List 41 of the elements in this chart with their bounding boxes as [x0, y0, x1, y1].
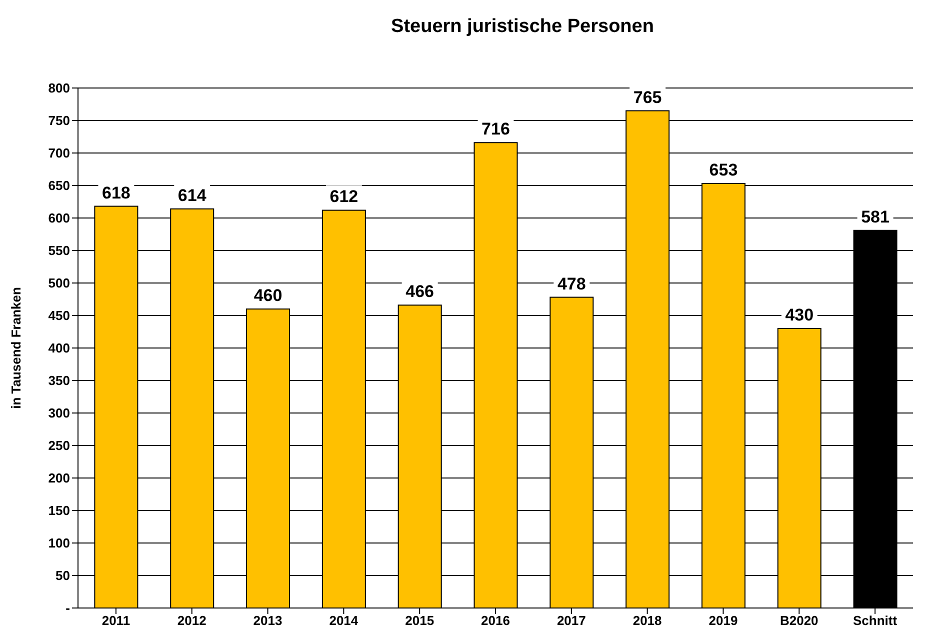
data-label: 765 — [633, 88, 662, 107]
y-tick-label: 450 — [48, 308, 70, 324]
y-tick-label: 650 — [48, 178, 70, 194]
y-axis-title: in Tausend Franken — [8, 287, 24, 409]
y-tick-label: 50 — [56, 568, 70, 584]
data-label: 618 — [102, 183, 130, 202]
x-tick-label: B2020 — [780, 613, 818, 628]
x-tick-label: 2011 — [102, 613, 130, 628]
x-tick-label: 2015 — [405, 613, 434, 628]
data-label: 581 — [861, 207, 890, 226]
data-label: 466 — [406, 282, 434, 302]
y-tick-label: 800 — [48, 80, 70, 96]
y-tick-label: 750 — [48, 113, 70, 128]
y-tick-label: 500 — [48, 276, 70, 291]
y-tick-label: 100 — [48, 536, 70, 551]
x-tick-label: Schnitt — [853, 613, 898, 628]
x-tick-label: 2014 — [329, 613, 359, 628]
x-tick-label: 2013 — [253, 613, 282, 628]
x-tick-label: 2018 — [632, 613, 662, 628]
y-tick-label: 550 — [48, 243, 70, 258]
data-label: 478 — [557, 274, 586, 294]
y-tick-label: 350 — [48, 373, 70, 388]
x-tick-label: 2012 — [177, 613, 206, 628]
data-label: 716 — [482, 120, 510, 139]
x-tick-label: 2019 — [708, 613, 738, 628]
data-label: 612 — [330, 187, 358, 206]
data-label: 460 — [254, 286, 282, 305]
y-tick-label: 250 — [48, 438, 70, 454]
x-tick-label: 2016 — [481, 613, 510, 628]
y-tick-label: 300 — [48, 406, 70, 421]
data-label: 653 — [709, 160, 738, 180]
chart-title: Steuern juristische Personen — [390, 15, 655, 39]
y-tick-label: 150 — [48, 503, 70, 518]
y-tick-label: 600 — [48, 210, 70, 226]
y-tick-label: - — [66, 600, 70, 616]
y-tick-label: 200 — [48, 470, 70, 486]
x-tick-label: 2017 — [556, 613, 586, 628]
y-tick-label: 400 — [48, 340, 70, 356]
data-label: 614 — [178, 186, 207, 205]
y-tick-label: 700 — [48, 146, 70, 161]
data-label: 430 — [785, 306, 814, 324]
